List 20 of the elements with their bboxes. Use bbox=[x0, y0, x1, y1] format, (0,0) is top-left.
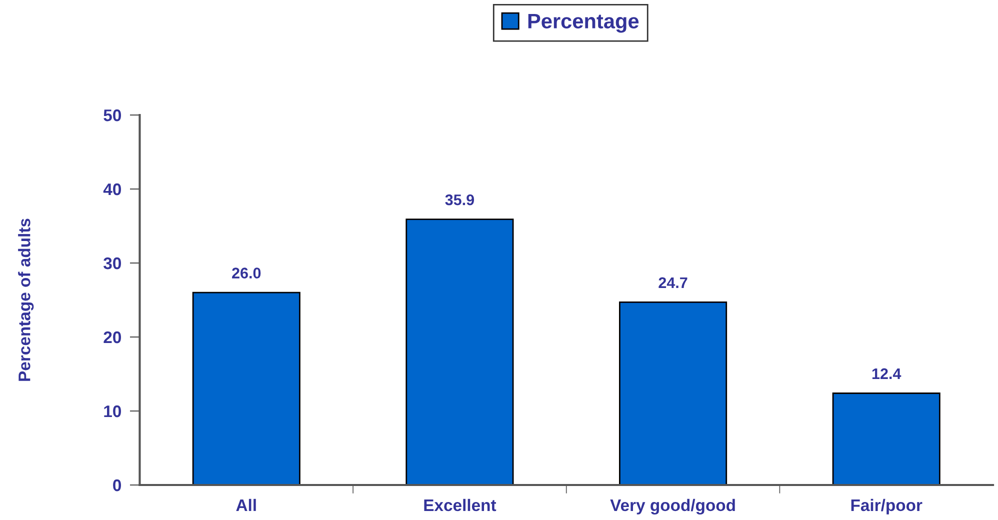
bar bbox=[406, 218, 514, 486]
y-tick-label: 0 bbox=[113, 479, 121, 492]
x-tick-label: Excellent bbox=[424, 498, 496, 512]
bar bbox=[619, 302, 728, 486]
y-tick-label: 30 bbox=[104, 257, 121, 270]
data-label: 26.0 bbox=[232, 268, 261, 278]
y-tick-label: 10 bbox=[104, 405, 121, 418]
data-label: 35.9 bbox=[445, 194, 474, 206]
legend-label: Percentage bbox=[528, 14, 639, 33]
x-tick-label: Fair/poor bbox=[851, 498, 922, 514]
y-tick-label: 40 bbox=[103, 183, 121, 196]
bar bbox=[192, 292, 300, 486]
data-label: 12.4 bbox=[872, 368, 902, 379]
y-tick-label: 20 bbox=[104, 331, 121, 344]
bar bbox=[832, 392, 940, 486]
x-tick-label: All bbox=[236, 498, 256, 511]
y-axis-title: Percentage of adults bbox=[18, 218, 34, 381]
x-tick-label: Very good/good bbox=[610, 498, 735, 514]
data-label: 24.7 bbox=[658, 277, 688, 288]
y-tick-label: 50 bbox=[104, 109, 121, 122]
